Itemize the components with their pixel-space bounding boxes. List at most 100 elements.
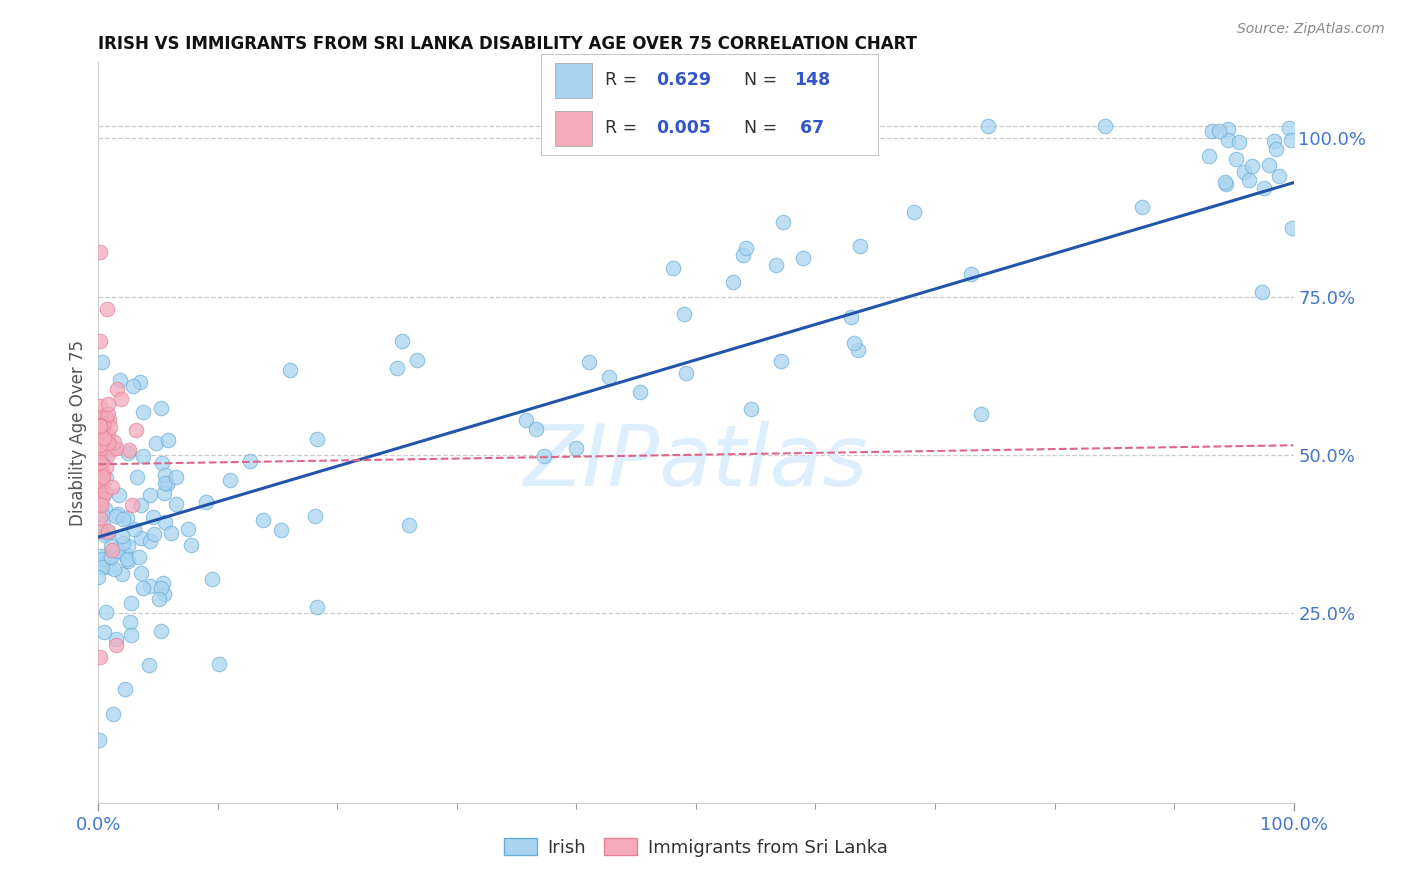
- Point: [101, 442, 124, 456]
- Point: [1240, 159, 1263, 173]
- Point: [675, 367, 697, 381]
- Point: [89, 418, 111, 433]
- Point: [90, 482, 112, 496]
- Point: [1216, 133, 1239, 147]
- Point: [93, 502, 115, 516]
- Point: [89, 511, 111, 525]
- Point: [107, 508, 129, 522]
- Point: [180, 538, 202, 552]
- Point: [90, 461, 112, 475]
- Point: [89, 418, 111, 433]
- Point: [101, 707, 124, 722]
- Point: [839, 310, 862, 325]
- Point: [1258, 159, 1281, 173]
- Text: N =: N =: [744, 71, 783, 89]
- Point: [89, 439, 111, 453]
- Point: [108, 373, 131, 387]
- Point: [89, 418, 111, 433]
- Point: [89, 409, 111, 423]
- Point: [153, 587, 176, 601]
- Point: [90, 355, 112, 369]
- Point: [139, 579, 162, 593]
- Point: [307, 599, 329, 614]
- Point: [89, 438, 111, 452]
- Point: [1208, 124, 1230, 138]
- Point: [93, 451, 115, 466]
- Point: [90, 457, 112, 471]
- Point: [97, 407, 120, 421]
- Point: [733, 248, 755, 262]
- Point: [132, 450, 155, 464]
- Point: [96, 302, 118, 317]
- Point: [1225, 152, 1247, 166]
- Point: [970, 408, 993, 422]
- Point: [598, 370, 620, 384]
- Point: [93, 528, 115, 542]
- Point: [89, 650, 111, 665]
- Point: [101, 480, 124, 494]
- Point: [89, 419, 111, 434]
- Point: [97, 526, 120, 541]
- Point: [155, 475, 177, 490]
- Point: [121, 498, 143, 512]
- Point: [398, 517, 420, 532]
- Point: [114, 547, 136, 561]
- Point: [94, 410, 117, 425]
- Point: [150, 582, 173, 596]
- Point: [91, 469, 114, 483]
- Point: [107, 488, 129, 502]
- Point: [118, 442, 141, 457]
- Point: [100, 549, 122, 564]
- Point: [105, 544, 128, 558]
- Point: [90, 454, 112, 468]
- Point: [152, 576, 174, 591]
- Point: [977, 119, 1000, 133]
- Point: [735, 241, 758, 255]
- Point: [139, 488, 162, 502]
- Point: [132, 582, 155, 596]
- Point: [90, 442, 112, 456]
- Point: [122, 522, 145, 536]
- FancyBboxPatch shape: [555, 62, 592, 97]
- Point: [142, 510, 165, 524]
- Point: [1227, 135, 1250, 149]
- Point: [1278, 121, 1301, 136]
- Point: [117, 446, 139, 460]
- Text: Source: ZipAtlas.com: Source: ZipAtlas.com: [1237, 22, 1385, 37]
- Point: [97, 428, 120, 442]
- Point: [89, 438, 111, 452]
- Point: [110, 392, 132, 406]
- Point: [117, 539, 139, 553]
- Text: 67: 67: [794, 120, 824, 137]
- Point: [103, 562, 125, 576]
- Point: [155, 477, 177, 491]
- Point: [533, 449, 555, 463]
- Text: R =: R =: [606, 120, 643, 137]
- Point: [117, 510, 139, 524]
- Point: [94, 606, 117, 620]
- Point: [150, 457, 173, 471]
- Text: N =: N =: [744, 120, 783, 137]
- Point: [128, 549, 150, 564]
- Point: [270, 524, 292, 538]
- Point: [94, 460, 117, 475]
- Point: [131, 498, 153, 512]
- Point: [89, 436, 111, 450]
- Point: [177, 522, 200, 536]
- Y-axis label: Disability Age Over 75: Disability Age Over 75: [69, 340, 87, 525]
- Point: [1216, 122, 1239, 136]
- Point: [93, 431, 115, 445]
- Point: [91, 420, 114, 434]
- Point: [145, 436, 167, 450]
- Point: [94, 470, 117, 484]
- Point: [96, 411, 118, 425]
- Point: [903, 205, 925, 219]
- Point: [628, 384, 651, 399]
- Point: [153, 486, 176, 500]
- Point: [100, 437, 122, 451]
- Point: [104, 441, 127, 455]
- Point: [959, 267, 981, 281]
- Point: [385, 360, 408, 375]
- Point: [94, 485, 117, 500]
- Point: [142, 527, 165, 541]
